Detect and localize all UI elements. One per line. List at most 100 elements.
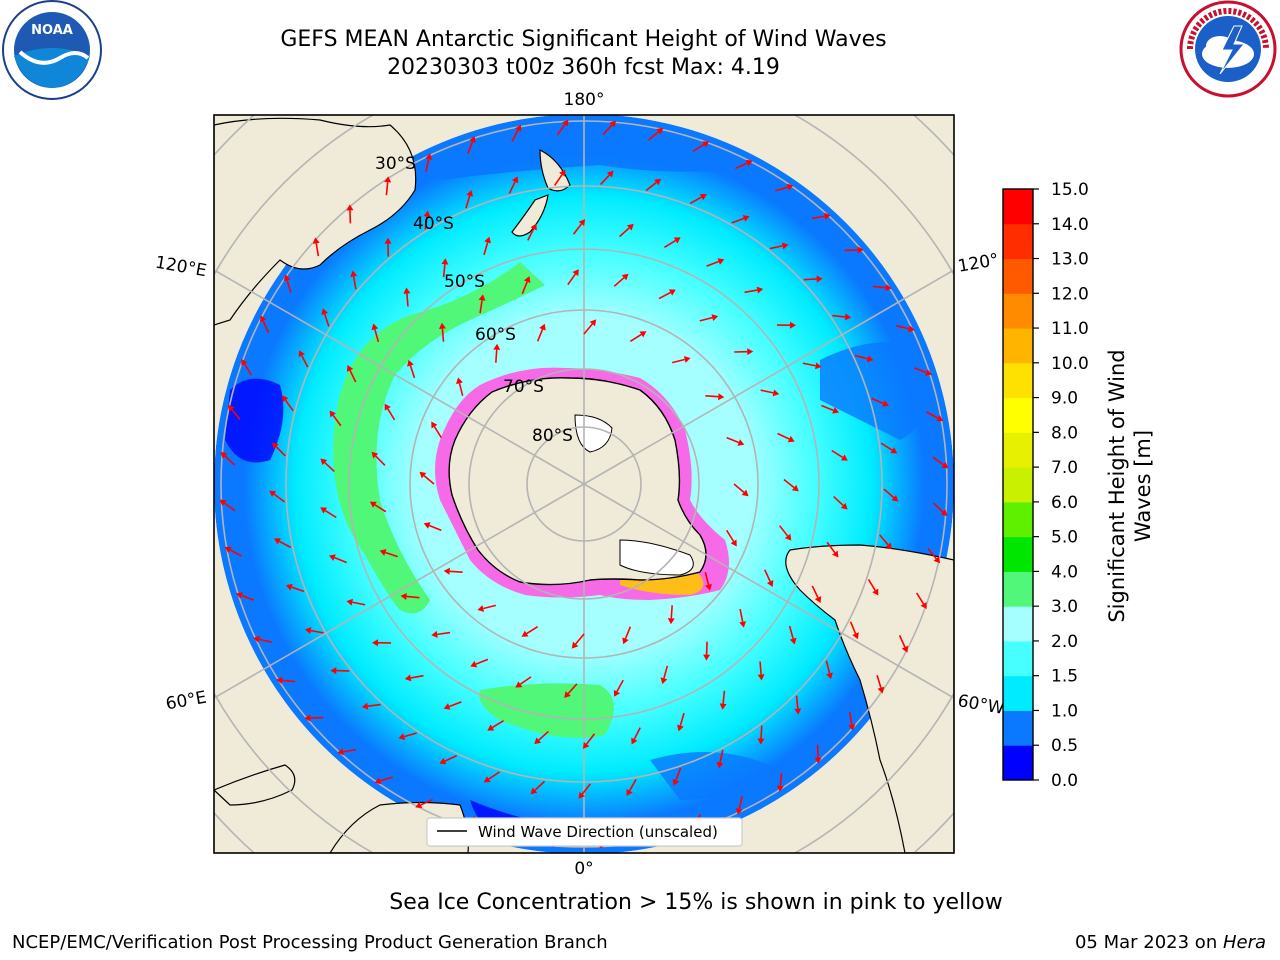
colorbar-swatch xyxy=(1003,467,1033,503)
wind-wave-arrowhead xyxy=(276,676,283,684)
wind-wave-arrowhead xyxy=(626,788,633,796)
wind-wave-arrow xyxy=(722,690,726,704)
colorbar-swatch xyxy=(1003,745,1033,781)
wind-wave-arrow xyxy=(704,571,710,585)
wind-wave-arrowhead xyxy=(534,737,542,745)
wind-wave-arrowhead xyxy=(872,588,879,596)
wind-wave-arrow xyxy=(689,196,702,205)
wind-wave-arrowhead xyxy=(676,724,684,732)
wind-wave-arrow xyxy=(323,313,330,327)
wind-wave-arrow xyxy=(602,124,613,136)
colorbar-swatch xyxy=(1003,710,1033,746)
wind-wave-arrow xyxy=(403,732,417,738)
wind-wave-arrow xyxy=(324,509,337,519)
wind-wave-arrowhead xyxy=(840,502,848,510)
wind-wave-arrow xyxy=(511,129,519,142)
wind-wave-arrowhead xyxy=(784,533,792,541)
wind-wave-arrowhead xyxy=(844,313,852,321)
wind-wave-arrowhead xyxy=(224,546,232,553)
wind-wave-arrow xyxy=(616,679,624,692)
colorbar-swatch xyxy=(1003,432,1033,468)
wind-wave-arrow xyxy=(871,397,884,405)
colorbar-tick-label: 15.0 xyxy=(1051,180,1089,200)
wind-wave-arrowhead xyxy=(606,170,614,178)
wind-wave-arrowhead xyxy=(789,637,797,645)
wind-wave-arrow xyxy=(777,432,790,440)
lon-label-120e: 120°E xyxy=(154,253,208,282)
wind-wave-arrow xyxy=(803,278,817,281)
wind-wave-arrowhead xyxy=(866,355,874,363)
wind-wave-arrowhead xyxy=(719,703,727,710)
wind-wave-arrow xyxy=(231,408,241,420)
wind-wave-arrowhead xyxy=(423,210,431,218)
lon-label-180: 180° xyxy=(564,90,605,110)
wind-wave-arrow xyxy=(826,541,836,554)
colorbar-swatch xyxy=(1003,606,1033,642)
wind-wave-arrow xyxy=(483,604,497,610)
wind-wave-arrowhead xyxy=(298,350,305,358)
colorbar-swatch xyxy=(1003,640,1033,677)
wind-wave-arrowhead xyxy=(304,714,311,722)
wind-wave-arrowhead xyxy=(371,451,379,459)
wind-wave-arrowhead xyxy=(253,635,260,643)
wind-wave-arrow xyxy=(915,592,925,605)
wind-wave-arrowhead xyxy=(423,522,431,529)
wind-wave-arrowhead xyxy=(852,632,859,640)
wind-wave-arrow xyxy=(896,325,910,330)
wind-wave-arrow xyxy=(538,730,549,741)
wind-wave-arrowhead xyxy=(384,176,392,183)
wind-wave-arrowhead xyxy=(747,348,754,356)
wind-wave-arrowhead xyxy=(350,270,358,277)
wind-wave-arrowhead xyxy=(521,630,529,637)
colorbar-label-line2: Waves [m] xyxy=(1131,430,1155,542)
wind-wave-arrow xyxy=(367,703,381,708)
wind-wave-arrow xyxy=(380,776,393,782)
wind-wave-arrowhead xyxy=(384,237,392,244)
wind-wave-arrowhead xyxy=(425,153,433,160)
wind-wave-arrow xyxy=(488,771,501,780)
wind-wave-arrowhead xyxy=(703,654,711,661)
wind-wave-arrowhead xyxy=(321,308,329,316)
colorbar-swatch xyxy=(1003,501,1033,538)
wind-wave-arrowhead xyxy=(400,592,407,600)
wind-wave-arrowhead xyxy=(814,757,822,764)
wind-wave-arrow xyxy=(519,676,532,685)
wind-wave-arrowhead xyxy=(431,630,438,638)
wind-wave-arrow xyxy=(867,578,876,591)
lat-label-30s: 30°S xyxy=(375,154,416,174)
wind-wave-arrow xyxy=(448,701,462,708)
wind-wave-arrowhead xyxy=(236,592,243,599)
wind-wave-arrow xyxy=(658,291,671,300)
legend: Wind Wave Direction (unscaled) xyxy=(426,817,743,847)
wind-wave-arrow xyxy=(788,625,794,639)
wind-wave-arrow xyxy=(375,455,386,466)
wind-wave-arrow xyxy=(624,626,632,640)
wind-wave-arrowhead xyxy=(477,605,485,612)
wind-wave-arrowhead xyxy=(757,738,765,745)
wind-wave-arrow xyxy=(374,504,387,513)
australia xyxy=(214,117,417,326)
wind-wave-arrowhead xyxy=(398,733,406,740)
wind-wave-arrowhead xyxy=(920,602,927,610)
wind-wave-arrowhead xyxy=(683,356,691,363)
wind-wave-arrow xyxy=(581,783,592,795)
wind-wave-arrowhead xyxy=(848,724,856,731)
wind-wave-arrowhead xyxy=(346,598,353,606)
wind-wave-arrow xyxy=(374,329,380,343)
lat-label-70s: 70°S xyxy=(503,377,544,397)
wind-wave-arrow xyxy=(760,725,763,739)
chart-subtitle: 20230303 t00z 360h fcst Max: 4.19 xyxy=(387,55,780,80)
map-frame xyxy=(213,114,955,854)
wind-wave-arrow xyxy=(927,548,937,560)
wind-wave-arrowhead xyxy=(840,454,848,461)
colorbar-swatch xyxy=(1003,258,1033,294)
wind-wave-arrow xyxy=(301,355,309,368)
wind-wave-arrow xyxy=(883,488,895,499)
wind-wave-arrowhead xyxy=(493,343,501,350)
wind-wave-arrow xyxy=(425,158,430,172)
wind-wave-arrowhead xyxy=(824,212,831,220)
wind-wave-arrowhead xyxy=(530,787,538,795)
wind-wave-arrowhead xyxy=(816,275,823,283)
wind-wave-arrowhead xyxy=(578,791,585,799)
wind-wave-arrow xyxy=(483,242,489,256)
